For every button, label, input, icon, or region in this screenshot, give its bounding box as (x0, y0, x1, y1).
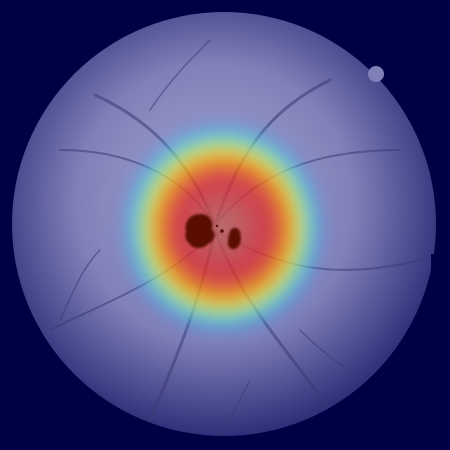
fundus-notch (368, 66, 384, 82)
optic-cup-lesions (185, 214, 241, 250)
edge-artifacts (428, 254, 434, 292)
attention-heatmap (118, 118, 328, 338)
